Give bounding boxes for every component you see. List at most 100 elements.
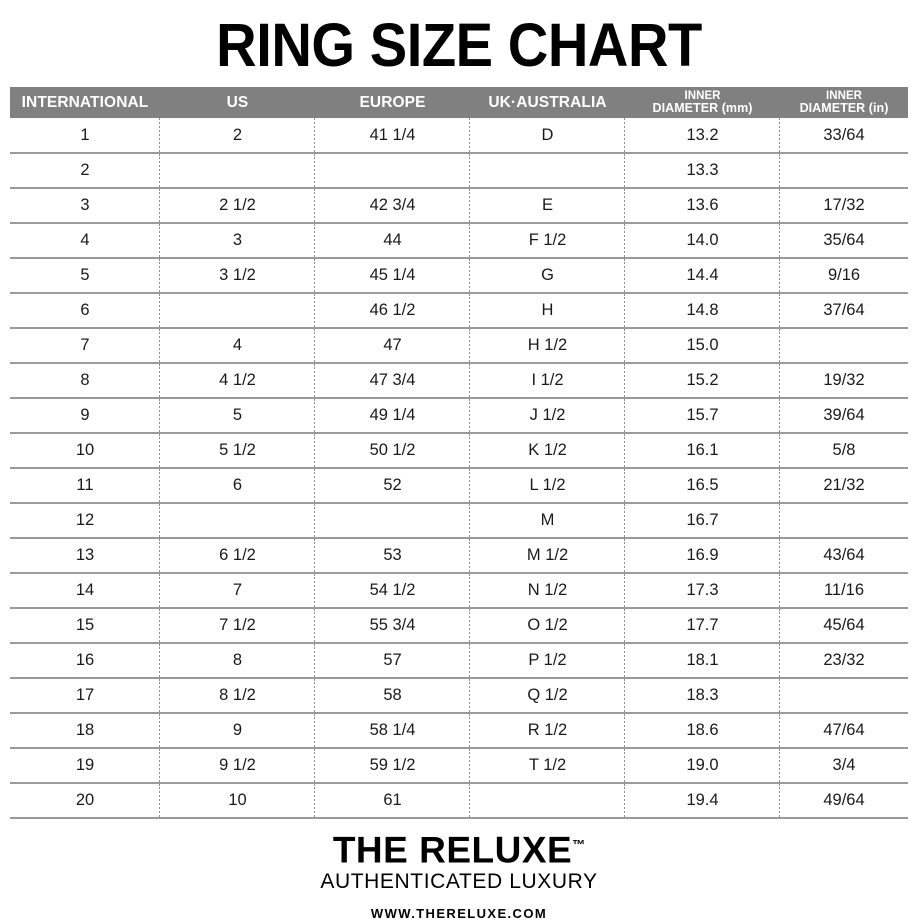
cell-uk_australia: D [470, 118, 626, 153]
cell-inner_mm: 16.5 [625, 467, 781, 503]
cell-inner_in: 45/64 [780, 607, 908, 643]
column-header-inner-diameter-mm-line2: DIAMETER (mm) [652, 101, 753, 115]
table-row: 18 9 58 1/4 R 1/2 18.6 47/64 [10, 712, 908, 748]
cell-uk_australia: N 1/2 [470, 572, 626, 608]
cell-us: 9 [160, 712, 316, 748]
cell-inner_mm: 19.4 [625, 782, 781, 819]
cell-europe [315, 152, 471, 188]
cell-international: 16 [10, 642, 161, 678]
cell-uk_australia: H [470, 292, 626, 328]
cell-inner_in: 47/64 [780, 712, 908, 748]
cell-us: 8 [160, 642, 316, 678]
table-row: 12 M 16.7 [10, 502, 908, 538]
cell-us: 2 1/2 [160, 187, 316, 223]
cell-uk_australia [470, 152, 626, 188]
cell-international: 3 [10, 187, 161, 223]
table-row: 15 7 1/2 55 3/4 O 1/2 17.7 45/64 [10, 607, 908, 643]
page-title: RING SIZE CHART [216, 11, 702, 79]
cell-international: 12 [10, 502, 161, 538]
cell-europe: 53 [315, 537, 471, 573]
cell-international: 10 [10, 432, 161, 468]
cell-international: 14 [10, 572, 161, 608]
cell-inner_mm: 15.7 [625, 397, 781, 433]
cell-uk_australia: P 1/2 [470, 642, 626, 678]
cell-us: 4 1/2 [160, 362, 316, 398]
cell-uk_australia: K 1/2 [470, 432, 626, 468]
cell-uk_australia: G [470, 257, 626, 293]
brand-name: THE RELUXE™ [333, 826, 585, 869]
cell-uk_australia: F 1/2 [470, 222, 626, 258]
column-header-inner-diameter-mm: INNER DIAMETER (mm) [625, 87, 780, 118]
table-row: 11 6 52 L 1/2 16.5 21/32 [10, 467, 908, 503]
cell-international: 8 [10, 362, 161, 398]
table-row: 19 9 1/2 59 1/2 T 1/2 19.0 3/4 [10, 747, 908, 783]
cell-us [160, 152, 316, 188]
brand-name-text: THE RELUXE [332, 829, 573, 871]
cell-us: 3 1/2 [160, 257, 316, 293]
cell-inner_in: 9/16 [780, 257, 908, 293]
cell-international: 13 [10, 537, 161, 573]
cell-uk_australia: M 1/2 [470, 537, 626, 573]
cell-europe: 47 3/4 [315, 362, 471, 398]
cell-international: 2 [10, 152, 161, 188]
cell-europe: 55 3/4 [315, 607, 471, 643]
column-header-inner-diameter-in: INNER DIAMETER (in) [780, 87, 908, 118]
cell-inner_mm: 16.9 [625, 537, 781, 573]
table-row: 14 7 54 1/2 N 1/2 17.3 11/16 [10, 572, 908, 608]
table-row: 20 10 61 19.4 49/64 [10, 782, 908, 819]
cell-inner_in: 33/64 [780, 118, 908, 153]
trademark-symbol: ™ [572, 837, 586, 852]
cell-uk_australia: L 1/2 [470, 467, 626, 503]
table-row: 1 2 41 1/4 D 13.2 33/64 [10, 118, 908, 153]
brand-tagline: AUTHENTICATED LUXURY [320, 870, 598, 894]
brand-footer: THE RELUXE™ AUTHENTICATED LUXURY WWW.THE… [0, 826, 918, 921]
cell-us [160, 502, 316, 538]
cell-inner_mm: 16.7 [625, 502, 781, 538]
brand-website-url: WWW.THERELUXE.COM [370, 906, 548, 921]
cell-inner_in [780, 327, 908, 363]
table-row: 13 6 1/2 53 M 1/2 16.9 43/64 [10, 537, 908, 573]
cell-international: 1 [10, 118, 161, 153]
cell-international: 4 [10, 222, 161, 258]
column-header-inner-diameter-mm-line1: INNER [684, 89, 721, 102]
cell-uk_australia: O 1/2 [470, 607, 626, 643]
cell-inner_mm: 18.6 [625, 712, 781, 748]
cell-europe: 44 [315, 222, 471, 258]
table-row: 7 4 47 H 1/2 15.0 [10, 327, 908, 363]
cell-us: 8 1/2 [160, 677, 316, 713]
cell-inner_in: 17/32 [780, 187, 908, 223]
cell-inner_mm: 16.1 [625, 432, 781, 468]
cell-inner_in: 21/32 [780, 467, 908, 503]
cell-inner_in: 11/16 [780, 572, 908, 608]
cell-inner_in [780, 677, 908, 713]
cell-inner_in: 19/32 [780, 362, 908, 398]
cell-uk_australia: Q 1/2 [470, 677, 626, 713]
cell-inner_mm: 14.0 [625, 222, 781, 258]
cell-inner_mm: 15.2 [625, 362, 781, 398]
cell-europe: 45 1/4 [315, 257, 471, 293]
ring-size-table: INTERNATIONAL US EUROPE UK·AUSTRALIA INN… [10, 87, 908, 819]
cell-international: 18 [10, 712, 161, 748]
cell-us: 5 [160, 397, 316, 433]
cell-inner_mm: 13.2 [625, 118, 781, 153]
cell-uk_australia: E [470, 187, 626, 223]
cell-inner_mm: 14.4 [625, 257, 781, 293]
table-row: 9 5 49 1/4 J 1/2 15.7 39/64 [10, 397, 908, 433]
cell-uk_australia: J 1/2 [470, 397, 626, 433]
cell-europe: 50 1/2 [315, 432, 471, 468]
cell-inner_in [780, 502, 908, 538]
cell-uk_australia: I 1/2 [470, 362, 626, 398]
table-body: 1 2 41 1/4 D 13.2 33/64 2 13.3 3 2 1/2 42 3/4 E 13.6… [10, 118, 908, 819]
cell-inner_mm: 17.3 [625, 572, 781, 608]
column-header-inner-diameter-in-line1: INNER [825, 89, 863, 102]
cell-inner_mm: 19.0 [625, 747, 781, 783]
cell-international: 7 [10, 327, 161, 363]
cell-us: 7 [160, 572, 316, 608]
cell-uk_australia: H 1/2 [470, 327, 626, 363]
column-header-europe: EUROPE [315, 87, 470, 118]
cell-inner_mm: 17.7 [625, 607, 781, 643]
cell-international: 17 [10, 677, 161, 713]
cell-europe: 47 [315, 327, 471, 363]
